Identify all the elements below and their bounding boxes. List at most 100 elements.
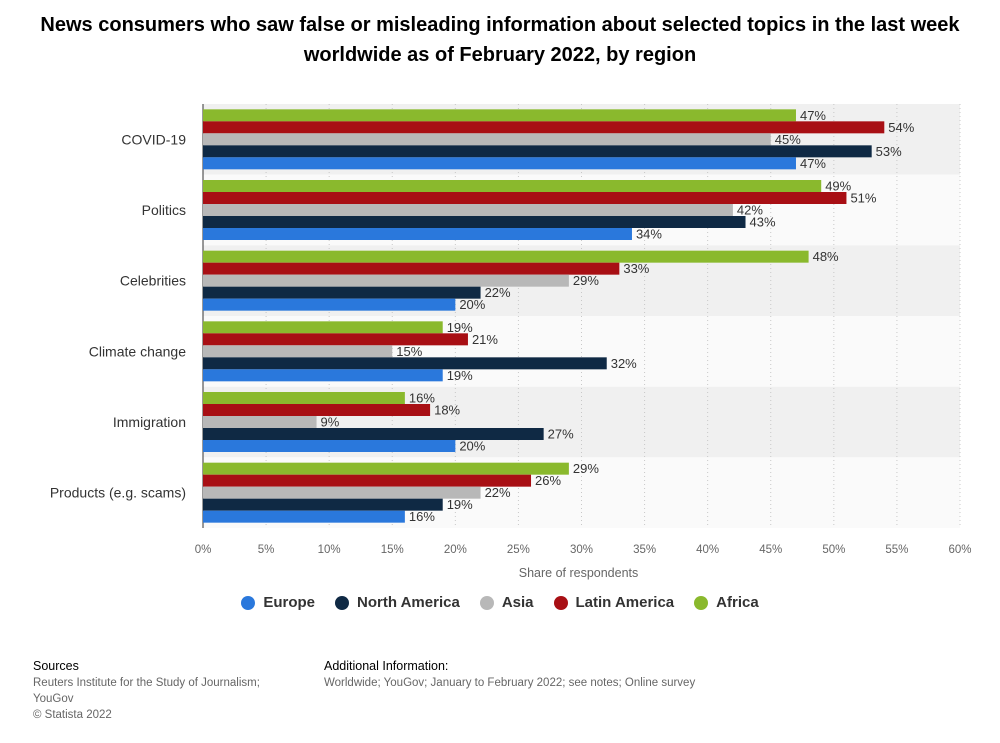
additional-info-heading: Additional Information: [324, 659, 449, 673]
legend-swatch-icon [553, 595, 568, 610]
x-tick-label: 50% [822, 544, 845, 556]
data-label: 47% [800, 108, 826, 123]
data-label: 45% [775, 132, 801, 147]
data-label: 51% [850, 191, 876, 206]
x-tick-label: 5% [258, 544, 275, 556]
category-label: Products (e.g. scams) [50, 485, 186, 501]
bar [203, 428, 544, 440]
legend-swatch-icon [241, 595, 256, 610]
bar [203, 274, 569, 287]
bar [203, 180, 822, 192]
data-label: 48% [813, 249, 839, 264]
data-label: 34% [636, 227, 662, 242]
data-label: 19% [447, 497, 473, 512]
data-label: 20% [459, 439, 485, 454]
bar [203, 109, 796, 122]
data-label: 18% [434, 403, 460, 418]
legend-label: Africa [716, 594, 759, 611]
x-tick-label: 40% [696, 544, 719, 556]
bar [203, 298, 456, 311]
sources-line-2: YouGov [33, 693, 74, 705]
data-label: 54% [888, 120, 914, 135]
data-label: 33% [623, 261, 649, 276]
data-label: 42% [737, 203, 763, 218]
category-label: Celebrities [120, 273, 186, 289]
bar [203, 286, 481, 299]
legend-item[interactable]: Europe [241, 594, 315, 611]
data-label: 47% [800, 156, 826, 171]
data-label: 15% [396, 344, 422, 359]
x-axis-title: Share of respondents [519, 566, 639, 580]
data-label: 16% [409, 391, 435, 406]
legend-swatch-icon [335, 595, 349, 610]
data-label: 29% [573, 461, 599, 476]
data-label: 16% [409, 509, 435, 524]
bar [203, 133, 771, 146]
copyright: © Statista 2022 [33, 709, 112, 721]
bar [203, 333, 468, 346]
bar [203, 145, 872, 158]
sources-block: Sources Reuters Institute for the Study … [33, 658, 293, 723]
x-tick-label: 55% [885, 544, 908, 556]
data-label: 21% [472, 332, 498, 347]
category-label: COVID-19 [121, 131, 186, 147]
legend-item[interactable]: Latin America [553, 594, 675, 611]
legend-label: North America [357, 594, 460, 611]
additional-info-text: Worldwide; YouGov; January to February 2… [324, 677, 696, 689]
data-label: 32% [611, 356, 637, 371]
data-label: 27% [548, 427, 574, 442]
x-tick-label: 60% [948, 544, 971, 556]
category-label: Politics [142, 202, 186, 218]
bar [203, 498, 443, 511]
data-label: 43% [750, 215, 776, 230]
bar [203, 357, 607, 370]
legend-label: Latin America [575, 594, 675, 611]
category-label: Climate change [89, 343, 186, 359]
x-tick-label: 30% [570, 544, 593, 556]
legend-item[interactable]: Asia [479, 594, 534, 611]
data-label: 20% [459, 297, 485, 312]
bar [203, 157, 796, 170]
x-tick-label: 45% [759, 544, 782, 556]
x-tick-label: 35% [633, 544, 656, 556]
data-label: 19% [447, 320, 473, 335]
legend-label: Europe [263, 594, 315, 611]
bar [203, 392, 405, 404]
sources-heading: Sources [33, 659, 79, 673]
data-label: 22% [485, 285, 511, 300]
legend-item[interactable]: Africa [694, 594, 759, 611]
legend-swatch-icon [694, 595, 709, 610]
bar [203, 216, 746, 228]
bar [203, 345, 393, 358]
bar-chart: 0% 5% 10% 15% 20% 25% 30% 35% 40% 45% 50% 55% 60% COV… [50, 104, 972, 580]
category-label: Immigration [113, 414, 186, 430]
bar [203, 192, 847, 204]
legend-item[interactable]: North America [335, 594, 460, 611]
bar [203, 474, 532, 487]
x-tick-label: 20% [444, 544, 467, 556]
additional-info-block: Additional Information: Worldwide; YouGo… [324, 658, 824, 691]
bar [203, 416, 317, 428]
legend-swatch-icon [479, 595, 494, 610]
data-label: 9% [321, 415, 340, 430]
x-tick-label: 15% [381, 544, 404, 556]
bar [203, 121, 885, 134]
bar [203, 250, 809, 263]
bar [203, 321, 443, 334]
sources-line-1: Reuters Institute for the Study of Journ… [33, 677, 260, 689]
data-label: 19% [447, 368, 473, 383]
bar [203, 440, 456, 452]
bar [203, 262, 620, 275]
data-label: 53% [876, 144, 902, 159]
bar [203, 510, 405, 523]
x-tick-label: 25% [507, 544, 530, 556]
data-label: 22% [485, 485, 511, 500]
legend-label: Asia [501, 594, 534, 611]
bar [203, 369, 443, 382]
bar [203, 228, 632, 240]
chart-title: News consumers who saw false or misleadi… [40, 14, 960, 66]
x-tick-label: 0% [195, 544, 212, 556]
bar [203, 204, 733, 216]
data-label: 29% [573, 273, 599, 288]
bar [203, 486, 481, 499]
